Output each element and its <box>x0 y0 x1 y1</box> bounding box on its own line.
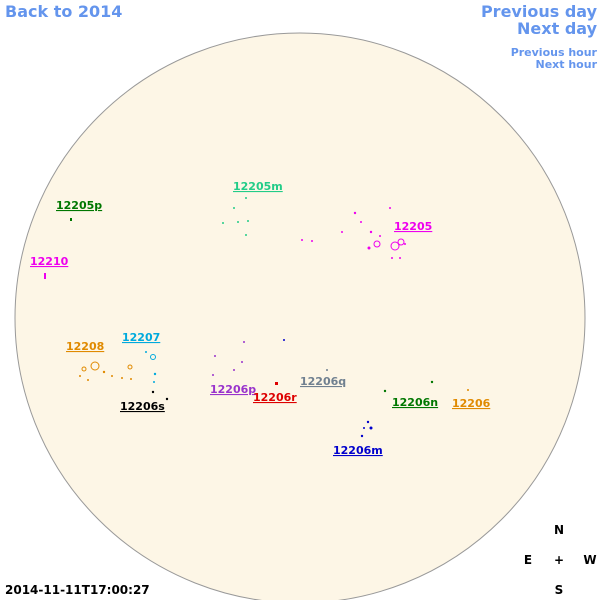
solar-disk <box>14 32 586 600</box>
previous-day-link[interactable]: Previous day <box>481 2 598 21</box>
region-label[interactable]: 12207 <box>122 331 160 344</box>
timestamp: 2014-11-11T17:00:27 <box>5 583 150 597</box>
region-label[interactable]: 12206 <box>452 397 491 410</box>
region-label[interactable]: 12206q <box>300 375 346 388</box>
previous-hour-link[interactable]: Previous hour <box>511 46 598 59</box>
compass-east: E <box>524 553 532 567</box>
region-label[interactable]: 12206s <box>120 400 165 413</box>
region-label[interactable]: 12206r <box>253 391 297 404</box>
compass-center: + <box>554 553 564 567</box>
compass-north: N <box>554 523 564 537</box>
region-label[interactable]: 12205 <box>394 220 432 233</box>
region-label[interactable]: 12206m <box>333 444 383 457</box>
next-day-link[interactable]: Next day <box>517 19 598 38</box>
back-link[interactable]: Back to 2014 <box>5 2 122 21</box>
region-label[interactable]: 12206p <box>210 383 256 396</box>
compass-west: W <box>583 553 596 567</box>
compass-south: S <box>555 583 564 597</box>
region-label[interactable]: 12206n <box>392 396 438 409</box>
next-hour-link[interactable]: Next hour <box>536 58 598 71</box>
region-label[interactable]: 12210 <box>30 255 69 268</box>
sunspots <box>44 197 469 438</box>
region-label[interactable]: 12205m <box>233 180 283 193</box>
region-label[interactable]: 12205p <box>56 199 102 212</box>
region-label[interactable]: 12208 <box>66 340 104 353</box>
